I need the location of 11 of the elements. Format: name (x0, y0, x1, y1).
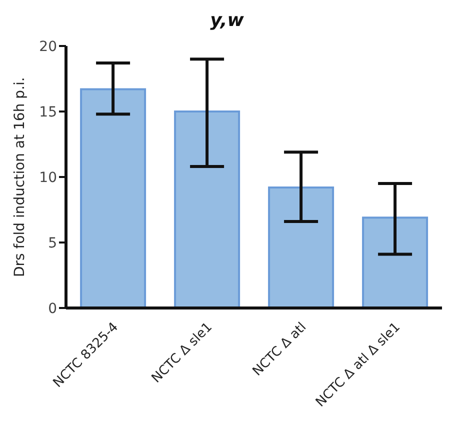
y-tick-label: 10 (39, 170, 57, 186)
bar (174, 110, 240, 308)
chart-title: y,w (209, 10, 245, 31)
y-tick-label: 0 (48, 300, 57, 317)
y-axis-title: Drs fold induction at 16h p.i. (12, 77, 28, 277)
y-tick-label: 5 (48, 235, 57, 252)
y-tick-label: 20 (39, 38, 57, 55)
y-tick-label: 15 (39, 104, 57, 120)
bar (362, 216, 428, 308)
bar (268, 186, 334, 308)
bar (80, 88, 146, 308)
